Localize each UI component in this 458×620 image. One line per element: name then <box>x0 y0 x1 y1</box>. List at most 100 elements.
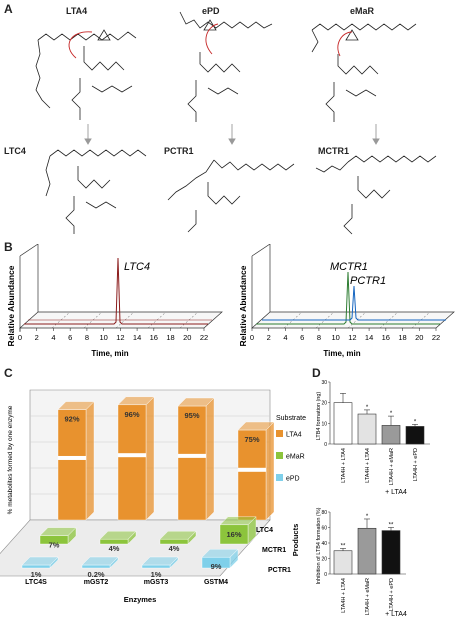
d-top-ylabel: LTB4 formation (ng) <box>316 392 322 441</box>
bar-lta4-ltc4s: 92% <box>57 401 95 521</box>
time-tick-label: 16 <box>150 333 158 342</box>
bar-value-label: 1% <box>151 570 162 579</box>
bar-epd-mgst3: 1% <box>141 556 179 579</box>
d-bar <box>357 413 377 445</box>
time-tick-label: 22 <box>432 333 440 342</box>
d-bar <box>333 402 353 445</box>
bar-value-label: 7% <box>49 541 60 550</box>
c-ylabel: % metabolites formed by one enzyme <box>7 405 14 514</box>
panel-a-label: A <box>4 2 13 16</box>
d-ytick-label: 10 <box>321 421 327 427</box>
time-tick-label: 16 <box>382 333 390 342</box>
time-tick-label: 0 <box>250 333 254 342</box>
d-category-label: LTA4H + LTA4 <box>341 448 347 483</box>
time-tick-label: 20 <box>183 333 191 342</box>
lta4-structure <box>35 29 137 120</box>
chromatogram-right: Relative Abundance MCTR1 PCTR1 0 2 4 6 8 10 12… <box>238 244 455 358</box>
d-ytick-label: 60 <box>321 526 327 532</box>
left-xlabel: Time, min <box>91 349 128 358</box>
time-tick-label: 10 <box>331 333 339 342</box>
legend-label-lta4: LTA4 <box>286 432 302 439</box>
bar-value-label: 96% <box>124 410 139 419</box>
panel-c-label: C <box>4 366 13 380</box>
bar-emar-mgst2: 4% <box>99 530 137 553</box>
product-axis-label: MCTR1 <box>262 547 286 554</box>
d-significance: ** <box>341 543 346 549</box>
d-ytick-label: 40 <box>321 541 327 547</box>
bar-value-label: 92% <box>64 415 79 424</box>
bar-emar-gstm4: 16% <box>219 516 257 545</box>
panel-a-structures <box>35 11 437 235</box>
legend-swatch-epd <box>276 474 283 481</box>
bar-value-label: 9% <box>211 562 222 571</box>
d-significance: * <box>390 411 393 417</box>
time-tick-label: 6 <box>300 333 304 342</box>
product-pctr1-label: PCTR1 <box>164 146 194 156</box>
d-ytick-label: 80 <box>321 510 327 516</box>
substrate-emar-label: eMaR <box>350 6 375 16</box>
enzyme-label: mGST3 <box>144 579 169 586</box>
emar-structure <box>311 23 417 122</box>
bar-value-label: 16% <box>226 530 241 539</box>
pctr1-peak-label: PCTR1 <box>350 275 386 287</box>
enzyme-label: GSTM4 <box>204 579 228 586</box>
d-bar <box>333 550 353 575</box>
c-legend-title: Substrate <box>276 415 306 422</box>
d-category-label: LTA4H + eMaR <box>365 578 371 615</box>
d-bottom-group-label: + LTA4 <box>385 611 407 618</box>
bar-epd-ltc4s: 1% <box>21 556 59 579</box>
d-top-group-label: + LTA4 <box>385 489 407 496</box>
enzyme-label: mGST2 <box>84 579 109 586</box>
panel-d-bar-charts: LTB4 formation (ng) 0 10 20 30 LTA4H + LTA4 *… <box>316 380 430 618</box>
d-bar <box>405 426 425 445</box>
time-tick-label: 4 <box>283 333 287 342</box>
d-significance: * <box>366 514 369 520</box>
d-significance: * <box>414 419 417 425</box>
bar-value-label: 4% <box>109 544 120 553</box>
time-tick-label: 12 <box>116 333 124 342</box>
time-tick-label: 14 <box>133 333 141 342</box>
bar-lta4-mgst2: 96% <box>117 396 155 521</box>
time-tick-label: 8 <box>85 333 89 342</box>
bar-lta4-mgst3: 95% <box>177 397 215 521</box>
time-tick-label: 8 <box>317 333 321 342</box>
pctr1-structure <box>167 159 295 233</box>
d-ytick-label: 0 <box>324 442 327 448</box>
enzyme-label: LTC4S <box>25 579 47 586</box>
panel-b-label: B <box>4 240 13 254</box>
c-zlabel: Products <box>291 524 300 557</box>
bar-value-label: 75% <box>244 435 259 444</box>
legend-swatch-emar <box>276 452 283 459</box>
time-tick-label: 2 <box>35 333 39 342</box>
legend-label-epd: ePD <box>286 476 300 483</box>
time-tick-label: 2 <box>267 333 271 342</box>
panel-b-chromatograms: Relative Abundance LTC4 0 2 4 6 8 10 12 14 16 18 2… <box>6 244 455 358</box>
mctr1-peak-label: MCTR1 <box>330 261 368 273</box>
chromatogram-left: Relative Abundance LTC4 0 2 4 6 8 10 12 14 16 18 2… <box>6 244 223 358</box>
right-ylabel: Relative Abundance <box>238 265 248 346</box>
bar-value-label: 4% <box>169 544 180 553</box>
panel-d-label: D <box>312 366 321 380</box>
time-tick-label: 22 <box>200 333 208 342</box>
ltc4-peak-label: LTC4 <box>124 261 150 273</box>
right-xlabel: Time, min <box>323 349 360 358</box>
c-xlabel: Enzymes <box>124 595 157 604</box>
substrate-lta4-label: LTA4 <box>66 6 88 16</box>
bar-epd-gstm4: 9% <box>201 548 239 571</box>
time-tick-label: 14 <box>365 333 373 342</box>
bar-emar-mgst3: 4% <box>159 530 197 553</box>
panel-c-3d-bar-chart: % metabolites formed by one enzyme 92% 96… <box>0 389 306 604</box>
left-ylabel: Relative Abundance <box>6 265 16 346</box>
d-bar <box>381 425 401 445</box>
d-significance: ** <box>389 523 394 529</box>
time-tick-label: 10 <box>99 333 107 342</box>
d-ytick-label: 0 <box>324 572 327 578</box>
time-tick-label: 20 <box>415 333 423 342</box>
pctr1-trace <box>262 285 446 321</box>
mctr1-trace <box>256 271 440 325</box>
d-ytick-label: 20 <box>321 557 327 563</box>
bar-value-label: 95% <box>184 411 199 420</box>
product-axis-label: PCTR1 <box>268 567 291 574</box>
bar-lta4-gstm4: 75% <box>237 421 275 521</box>
time-tick-label: 0 <box>18 333 22 342</box>
